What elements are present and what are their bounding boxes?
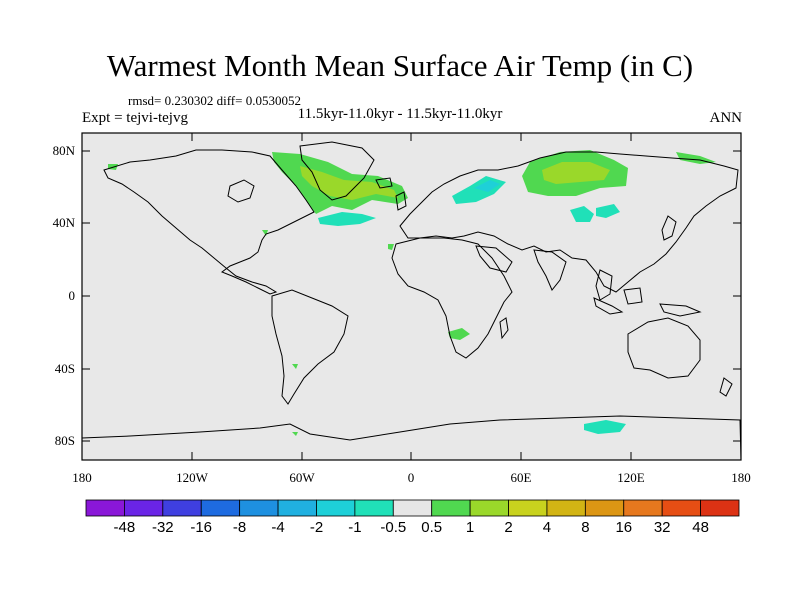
colorbar-label: -4 xyxy=(271,519,285,536)
rmsd-diff-stats: rmsd= 0.230302 diff= 0.0530052 xyxy=(128,93,301,108)
coast-sumatra xyxy=(593,297,624,315)
cool-patch-central-asia-2 xyxy=(596,204,620,218)
colorbar-label: -0.5 xyxy=(380,519,407,536)
coast-north-america xyxy=(103,149,315,295)
coast-new-guinea xyxy=(659,303,702,317)
lon-tick-label: 180 xyxy=(731,470,751,485)
colorbar-box xyxy=(469,499,509,517)
colorbar-label: 2 xyxy=(504,519,513,536)
axis-ticks xyxy=(81,133,742,460)
colorbar-label: -1 xyxy=(348,519,362,536)
lon-tick-label: 60E xyxy=(510,470,532,485)
coast-africa xyxy=(391,237,513,359)
colorbar-box xyxy=(277,499,317,517)
warm-patch-south-america xyxy=(292,364,298,369)
coast-eurasia xyxy=(399,151,739,293)
colorbar-box xyxy=(431,499,471,517)
season-label: ANN xyxy=(709,110,743,126)
coast-southeast-asia xyxy=(595,269,613,301)
coast-antarctica xyxy=(81,415,742,461)
experiment-label: Expt = tejvi-tejvg xyxy=(82,110,188,126)
coast-hudson-bay xyxy=(227,179,255,203)
lon-tick-label: 0 xyxy=(407,470,415,485)
colorbar-box xyxy=(124,499,164,517)
lon-tick-label: 120W xyxy=(176,470,208,485)
warm-patch-antarctic-peninsula xyxy=(292,432,298,436)
lon-tick-label: 60W xyxy=(289,470,315,485)
colorbar-label: 48 xyxy=(692,519,709,536)
coast-greenland xyxy=(299,141,375,201)
warm-patch-mid-atlantic xyxy=(388,244,394,250)
colorbar-label: 8 xyxy=(581,519,590,536)
colorbar-box xyxy=(584,499,625,517)
coast-madagascar xyxy=(499,317,509,340)
lat-tick-label: 80S xyxy=(54,433,75,448)
period-subtitle: 11.5kyr-11.0kyr - 11.5kyr-11.0kyr xyxy=(297,106,503,122)
cool-patch-north-atlantic xyxy=(318,212,376,226)
colorbar-box xyxy=(239,499,279,517)
lon-tick-label: 180 xyxy=(72,470,92,485)
warm-patch-eastern-us xyxy=(262,230,268,236)
coast-borneo xyxy=(623,287,643,305)
map-title: Warmest Month Mean Surface Air Temp (in … xyxy=(106,48,694,83)
coast-south-america xyxy=(271,289,349,405)
colorbar xyxy=(85,499,740,517)
cool-patch-antarctica xyxy=(584,420,626,434)
coast-british-isles xyxy=(395,191,407,211)
colorbar-label: -2 xyxy=(309,519,324,536)
map-background xyxy=(82,133,741,460)
coast-new-zealand xyxy=(719,377,733,397)
lat-tick-label: 0 xyxy=(68,288,76,303)
warm-patch-southern-africa xyxy=(448,328,470,340)
colorbar-box xyxy=(316,499,356,517)
colorbar-label: 1 xyxy=(465,519,475,536)
coast-india xyxy=(533,249,567,291)
cool-patch-scandinavia-core xyxy=(474,180,500,192)
colorbar-box xyxy=(354,499,394,517)
colorbar-box xyxy=(546,499,586,517)
warm-patch-siberia-core xyxy=(542,162,610,184)
colorbar-label: 32 xyxy=(653,519,671,536)
colorbar-label: 0.5 xyxy=(421,519,443,536)
colorbar-label: 16 xyxy=(615,519,633,536)
lat-tick-label: 40S xyxy=(54,361,75,376)
coast-japan xyxy=(661,215,677,241)
lon-tick-label: 120E xyxy=(617,470,645,485)
colorbar-box xyxy=(661,499,701,517)
colorbar-label: 4 xyxy=(542,519,552,536)
coastlines xyxy=(81,141,742,461)
coast-arabia xyxy=(475,245,513,273)
colorbar-box xyxy=(200,499,241,517)
coast-australia xyxy=(627,317,701,379)
colorbar-box xyxy=(85,499,125,517)
colorbar-box xyxy=(162,499,202,517)
lat-tick-label: 80N xyxy=(52,143,75,158)
colorbar-label: -8 xyxy=(232,519,247,536)
colorbar-label: -48 xyxy=(113,519,136,536)
cool-patch-central-asia-1 xyxy=(570,206,594,222)
colorbar-box xyxy=(623,499,663,517)
coast-iceland xyxy=(375,177,393,189)
colorbar-box xyxy=(700,499,740,517)
colorbar-label: -32 xyxy=(151,519,174,536)
colorbar-box xyxy=(508,499,548,517)
colorbar-box xyxy=(392,499,433,517)
warm-patch-north-america-core xyxy=(300,166,398,200)
colorbar-label: -16 xyxy=(190,519,213,536)
lat-tick-label: 40N xyxy=(52,215,75,230)
